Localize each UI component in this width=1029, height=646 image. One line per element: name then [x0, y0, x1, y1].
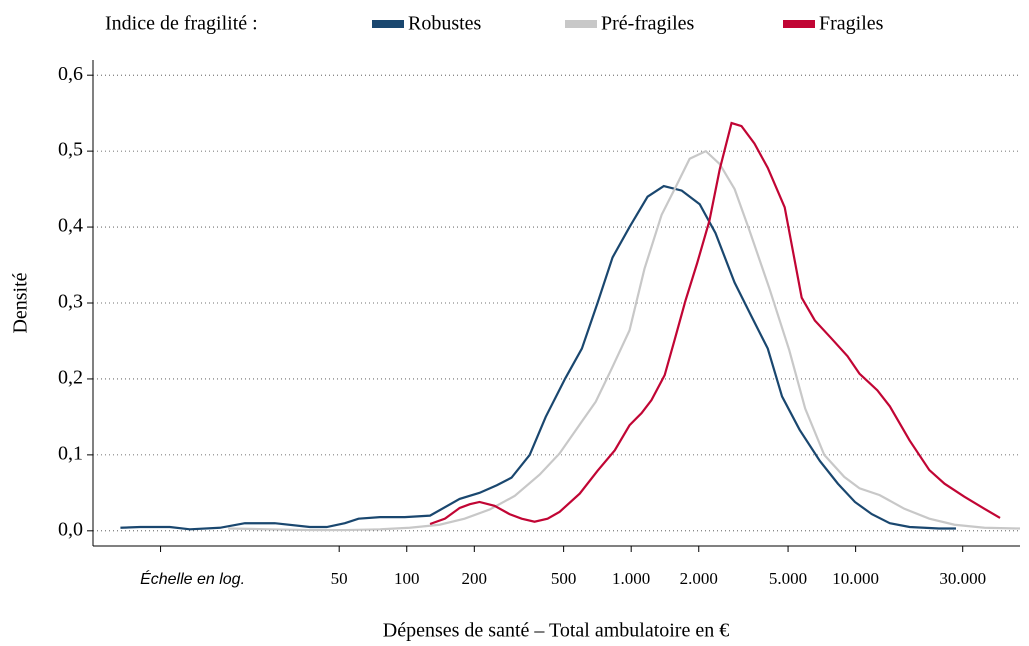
x-tick-label: 200	[462, 569, 488, 588]
y-tick-label: 0,6	[58, 63, 83, 85]
x-tick-label: 10.000	[832, 569, 879, 588]
legend-swatch	[372, 20, 404, 28]
x-tick-label: 2.000	[680, 569, 718, 588]
legend-title: Indice de fragilité :	[105, 13, 258, 35]
x-tick-label: 500	[551, 569, 577, 588]
y-tick-label: 0,3	[58, 291, 83, 313]
legend-label: Fragiles	[819, 13, 884, 35]
y-tick-label: 0,0	[58, 518, 83, 540]
y-tick-label: 0,5	[58, 139, 83, 161]
x-tick-label: 50	[331, 569, 348, 588]
x-tick-label: 1.000	[612, 569, 650, 588]
legend-label: Robustes	[408, 13, 482, 35]
line	[120, 184, 956, 531]
x-tick-label: 100	[394, 569, 420, 588]
y-tick-label: 0,2	[58, 367, 83, 389]
line	[228, 149, 1021, 532]
x-tick-label: 5.000	[769, 569, 807, 588]
y-axis-label: Densité	[10, 272, 32, 333]
x-tick-label: Échelle en log.	[140, 569, 245, 588]
y-tick-label: 0,1	[58, 442, 83, 464]
x-axis-label: Dépenses de santé – Total ambulatoire en…	[383, 620, 729, 642]
legend-swatch	[565, 20, 597, 28]
y-tick-label: 0,4	[58, 215, 83, 237]
legend-swatch	[783, 20, 815, 28]
line	[429, 121, 1001, 526]
x-tick-label: 30.000	[939, 569, 986, 588]
legend-label: Pré-fragiles	[601, 13, 695, 35]
